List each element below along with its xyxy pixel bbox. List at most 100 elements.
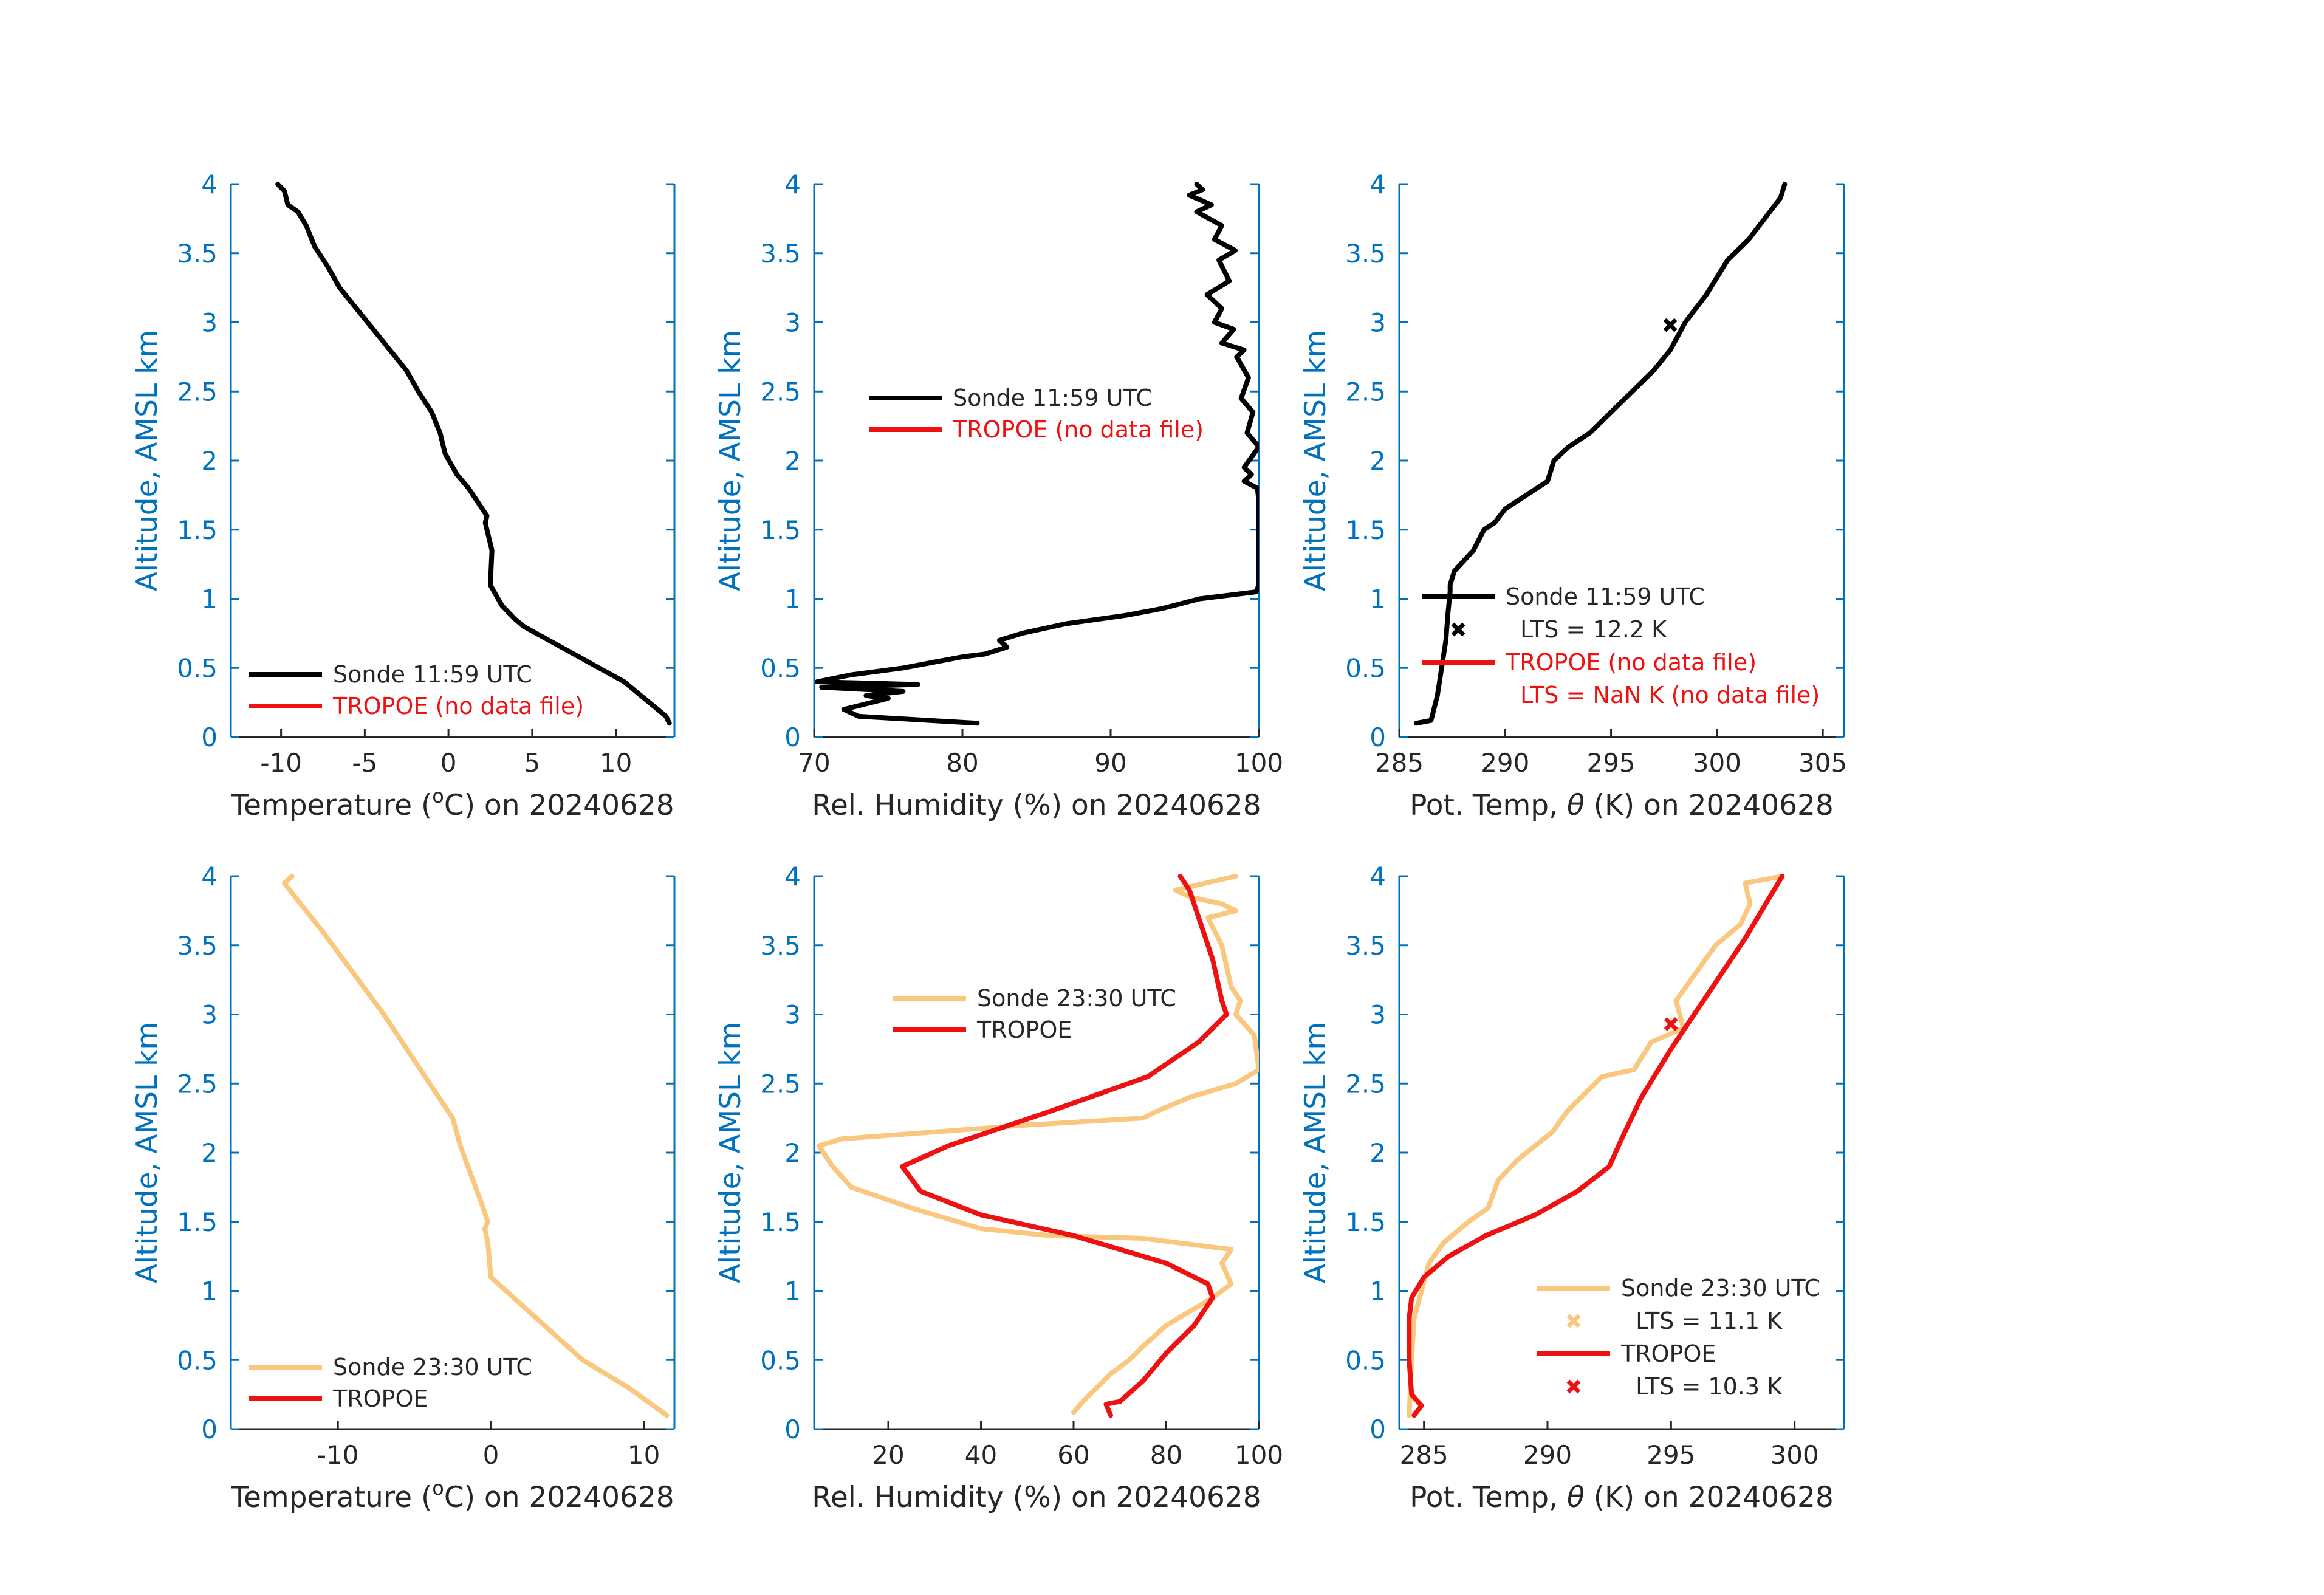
y-tick-label: 2 — [784, 446, 801, 476]
legend-entry-label: LTS = 12.2 K — [1506, 616, 1667, 643]
legend-temp-pm: Sonde 23:30 UTC TROPOE — [249, 1354, 532, 1412]
legend-entry-label: TROPOE (no data file) — [1505, 649, 1757, 676]
x-axis-label-main: Temperature ( — [230, 789, 432, 822]
x-axis-label-main: Rel. Humidity (%) on 20240628 — [812, 789, 1261, 822]
legend-entry-label: TROPOE — [976, 1017, 1072, 1043]
legend-entry-label: TROPOE (no data file) — [952, 416, 1204, 443]
y-tick-label: 1.5 — [760, 515, 801, 545]
legend-swatch-marker — [1566, 1314, 1581, 1328]
legend-entry-label: Sonde 11:59 UTC — [1506, 583, 1705, 610]
series-line-sonde-11-59-utc — [275, 182, 672, 726]
legend-theta-pm: Sonde 23:30 UTC LTS = 11.1 K TROPOE LTS =… — [1537, 1275, 1820, 1400]
series-line-sonde-23-30-utc — [282, 874, 670, 1418]
series-line-tropoe — [899, 874, 1229, 1418]
x-tick-label: 5 — [524, 748, 540, 778]
x-tick-label: 0 — [483, 1440, 499, 1470]
x-tick-label: 305 — [1798, 748, 1847, 778]
x-tick-label: -10 — [260, 748, 302, 778]
lts-marker-lts-10-3-k — [1664, 1017, 1678, 1031]
series-line-sonde-23-30-utc — [1407, 874, 1785, 1418]
x-axis-label-superscript: o — [432, 784, 444, 808]
x-tick-label: 300 — [1770, 1440, 1819, 1470]
y-axis-label: Altitude, AMSL km — [1299, 1022, 1332, 1283]
x-tick-label: 60 — [1057, 1440, 1089, 1470]
x-tick-label: 70 — [798, 748, 830, 778]
y-tick-label: 0 — [201, 722, 218, 752]
series-line-sonde-11-59-utc — [814, 182, 1259, 726]
legend-temp-am: Sonde 11:59 UTC TROPOE (no data file) — [249, 661, 584, 719]
y-tick-label: 2.5 — [177, 377, 218, 406]
panel-theta-am: 0 0.5 1 1.5 2 2.5 3 3.5 4 285 290 295 300 305 Pot. Tem… — [1299, 170, 1847, 822]
legend-theta-am: Sonde 11:59 UTC LTS = 12.2 K TROPOE (no d… — [1422, 583, 1820, 708]
x-axis-label: Pot. Temp, θ (K) on 20240628 — [1410, 1481, 1834, 1514]
x-axis-label: Temperature (oC) on 20240628 — [230, 1477, 674, 1514]
y-tick-label: 4 — [784, 862, 801, 891]
x-axis-label: Pot. Temp, θ (K) on 20240628 — [1410, 789, 1834, 822]
y-tick-label: 3 — [784, 308, 801, 338]
x-axis-label-unit: (K) on 20240628 — [1585, 789, 1834, 822]
x-tick-label: 0 — [440, 748, 457, 778]
legend-entry-label: TROPOE — [332, 1385, 428, 1412]
x-tick-label: 300 — [1693, 748, 1741, 778]
y-tick-label: 1 — [1369, 585, 1386, 614]
y-tick-label: 3.5 — [177, 931, 218, 961]
x-axis-label-symbol: θ — [1567, 789, 1585, 822]
y-tick-label: 0.5 — [1345, 1345, 1386, 1375]
y-tick-label: 4 — [201, 170, 218, 199]
legend-rh-am: Sonde 11:59 UTC TROPOE (no data file) — [869, 385, 1204, 443]
panel-temp-pm: 0 0.5 1 1.5 2 2.5 3 3.5 4 -10 0 10 Temperature (oC) … — [131, 862, 676, 1514]
x-axis-label-superscript: o — [432, 1477, 444, 1500]
panel-temp-am: 0 0.5 1 1.5 2 2.5 3 3.5 4 -10 -5 0 5 10 Temperature (o… — [131, 170, 676, 822]
y-tick-label: 4 — [784, 170, 801, 199]
y-tick-label: 2 — [784, 1138, 801, 1168]
panel-theta-pm: 0 0.5 1 1.5 2 2.5 3 3.5 4 285 290 295 300 Pot. Temp, … — [1299, 862, 1845, 1514]
x-tick-label: 290 — [1523, 1440, 1572, 1470]
x-axis-label-symbol: θ — [1567, 1481, 1585, 1514]
y-tick-label: 3 — [1369, 308, 1386, 338]
y-tick-label: 2 — [1369, 1138, 1386, 1168]
y-tick-label: 0 — [1369, 722, 1386, 752]
legend-rh-pm: Sonde 23:30 UTC TROPOE — [893, 985, 1176, 1043]
x-tick-label: 285 — [1400, 1440, 1448, 1470]
legend-entry-label: Sonde 23:30 UTC — [333, 1354, 532, 1381]
y-tick-label: 2 — [201, 446, 218, 476]
panel-rh-pm: 0 0.5 1 1.5 2 2.5 3 3.5 4 20 40 60 80 100 Rel. Humidit… — [714, 862, 1283, 1514]
y-tick-label: 3.5 — [1345, 239, 1386, 269]
y-tick-label: 0.5 — [760, 1345, 801, 1375]
y-tick-label: 1 — [201, 1277, 218, 1306]
y-tick-label: 2.5 — [760, 377, 801, 406]
x-tick-label: 285 — [1375, 748, 1424, 778]
legend-entry-label: TROPOE — [1620, 1340, 1716, 1367]
y-tick-label: 2 — [201, 1138, 218, 1168]
y-tick-label: 4 — [201, 862, 218, 891]
series-line-sonde-11-59-utc — [1413, 182, 1788, 726]
legend-entry-label: Sonde 23:30 UTC — [977, 985, 1176, 1012]
y-tick-label: 3.5 — [177, 239, 218, 269]
panel-rh-am: 0 0.5 1 1.5 2 2.5 3 3.5 4 70 80 90 100 Rel. Humidity … — [714, 170, 1283, 822]
x-tick-label: 10 — [628, 1440, 660, 1470]
y-tick-label: 1 — [1369, 1277, 1386, 1306]
x-axis-label-main: Pot. Temp, — [1410, 1481, 1567, 1514]
legend-entry-label: LTS = 10.3 K — [1621, 1373, 1783, 1400]
y-tick-label: 3.5 — [760, 931, 801, 961]
x-axis-label-unit: C) on 20240628 — [444, 1481, 674, 1514]
y-tick-label: 4 — [1369, 862, 1386, 891]
y-tick-label: 2.5 — [1345, 377, 1386, 406]
x-tick-label: 80 — [1150, 1440, 1182, 1470]
y-tick-label: 0.5 — [760, 653, 801, 683]
x-axis-label: Rel. Humidity (%) on 20240628 — [812, 1481, 1261, 1514]
x-tick-label: 100 — [1235, 748, 1283, 778]
y-tick-label: 1.5 — [1345, 515, 1386, 545]
x-tick-label: 100 — [1235, 1440, 1283, 1470]
series-line-sonde-23-30-utc — [816, 874, 1259, 1415]
x-tick-label: 20 — [872, 1440, 904, 1470]
y-tick-label: 2.5 — [177, 1069, 218, 1099]
legend-entry-label: LTS = 11.1 K — [1621, 1308, 1783, 1334]
y-tick-label: 1 — [784, 1277, 801, 1306]
y-tick-label: 1.5 — [760, 1207, 801, 1237]
x-tick-label: 295 — [1586, 748, 1635, 778]
legend-entry-label: Sonde 11:59 UTC — [333, 661, 532, 688]
x-tick-label: 80 — [946, 748, 978, 778]
y-tick-label: 1 — [784, 585, 801, 614]
